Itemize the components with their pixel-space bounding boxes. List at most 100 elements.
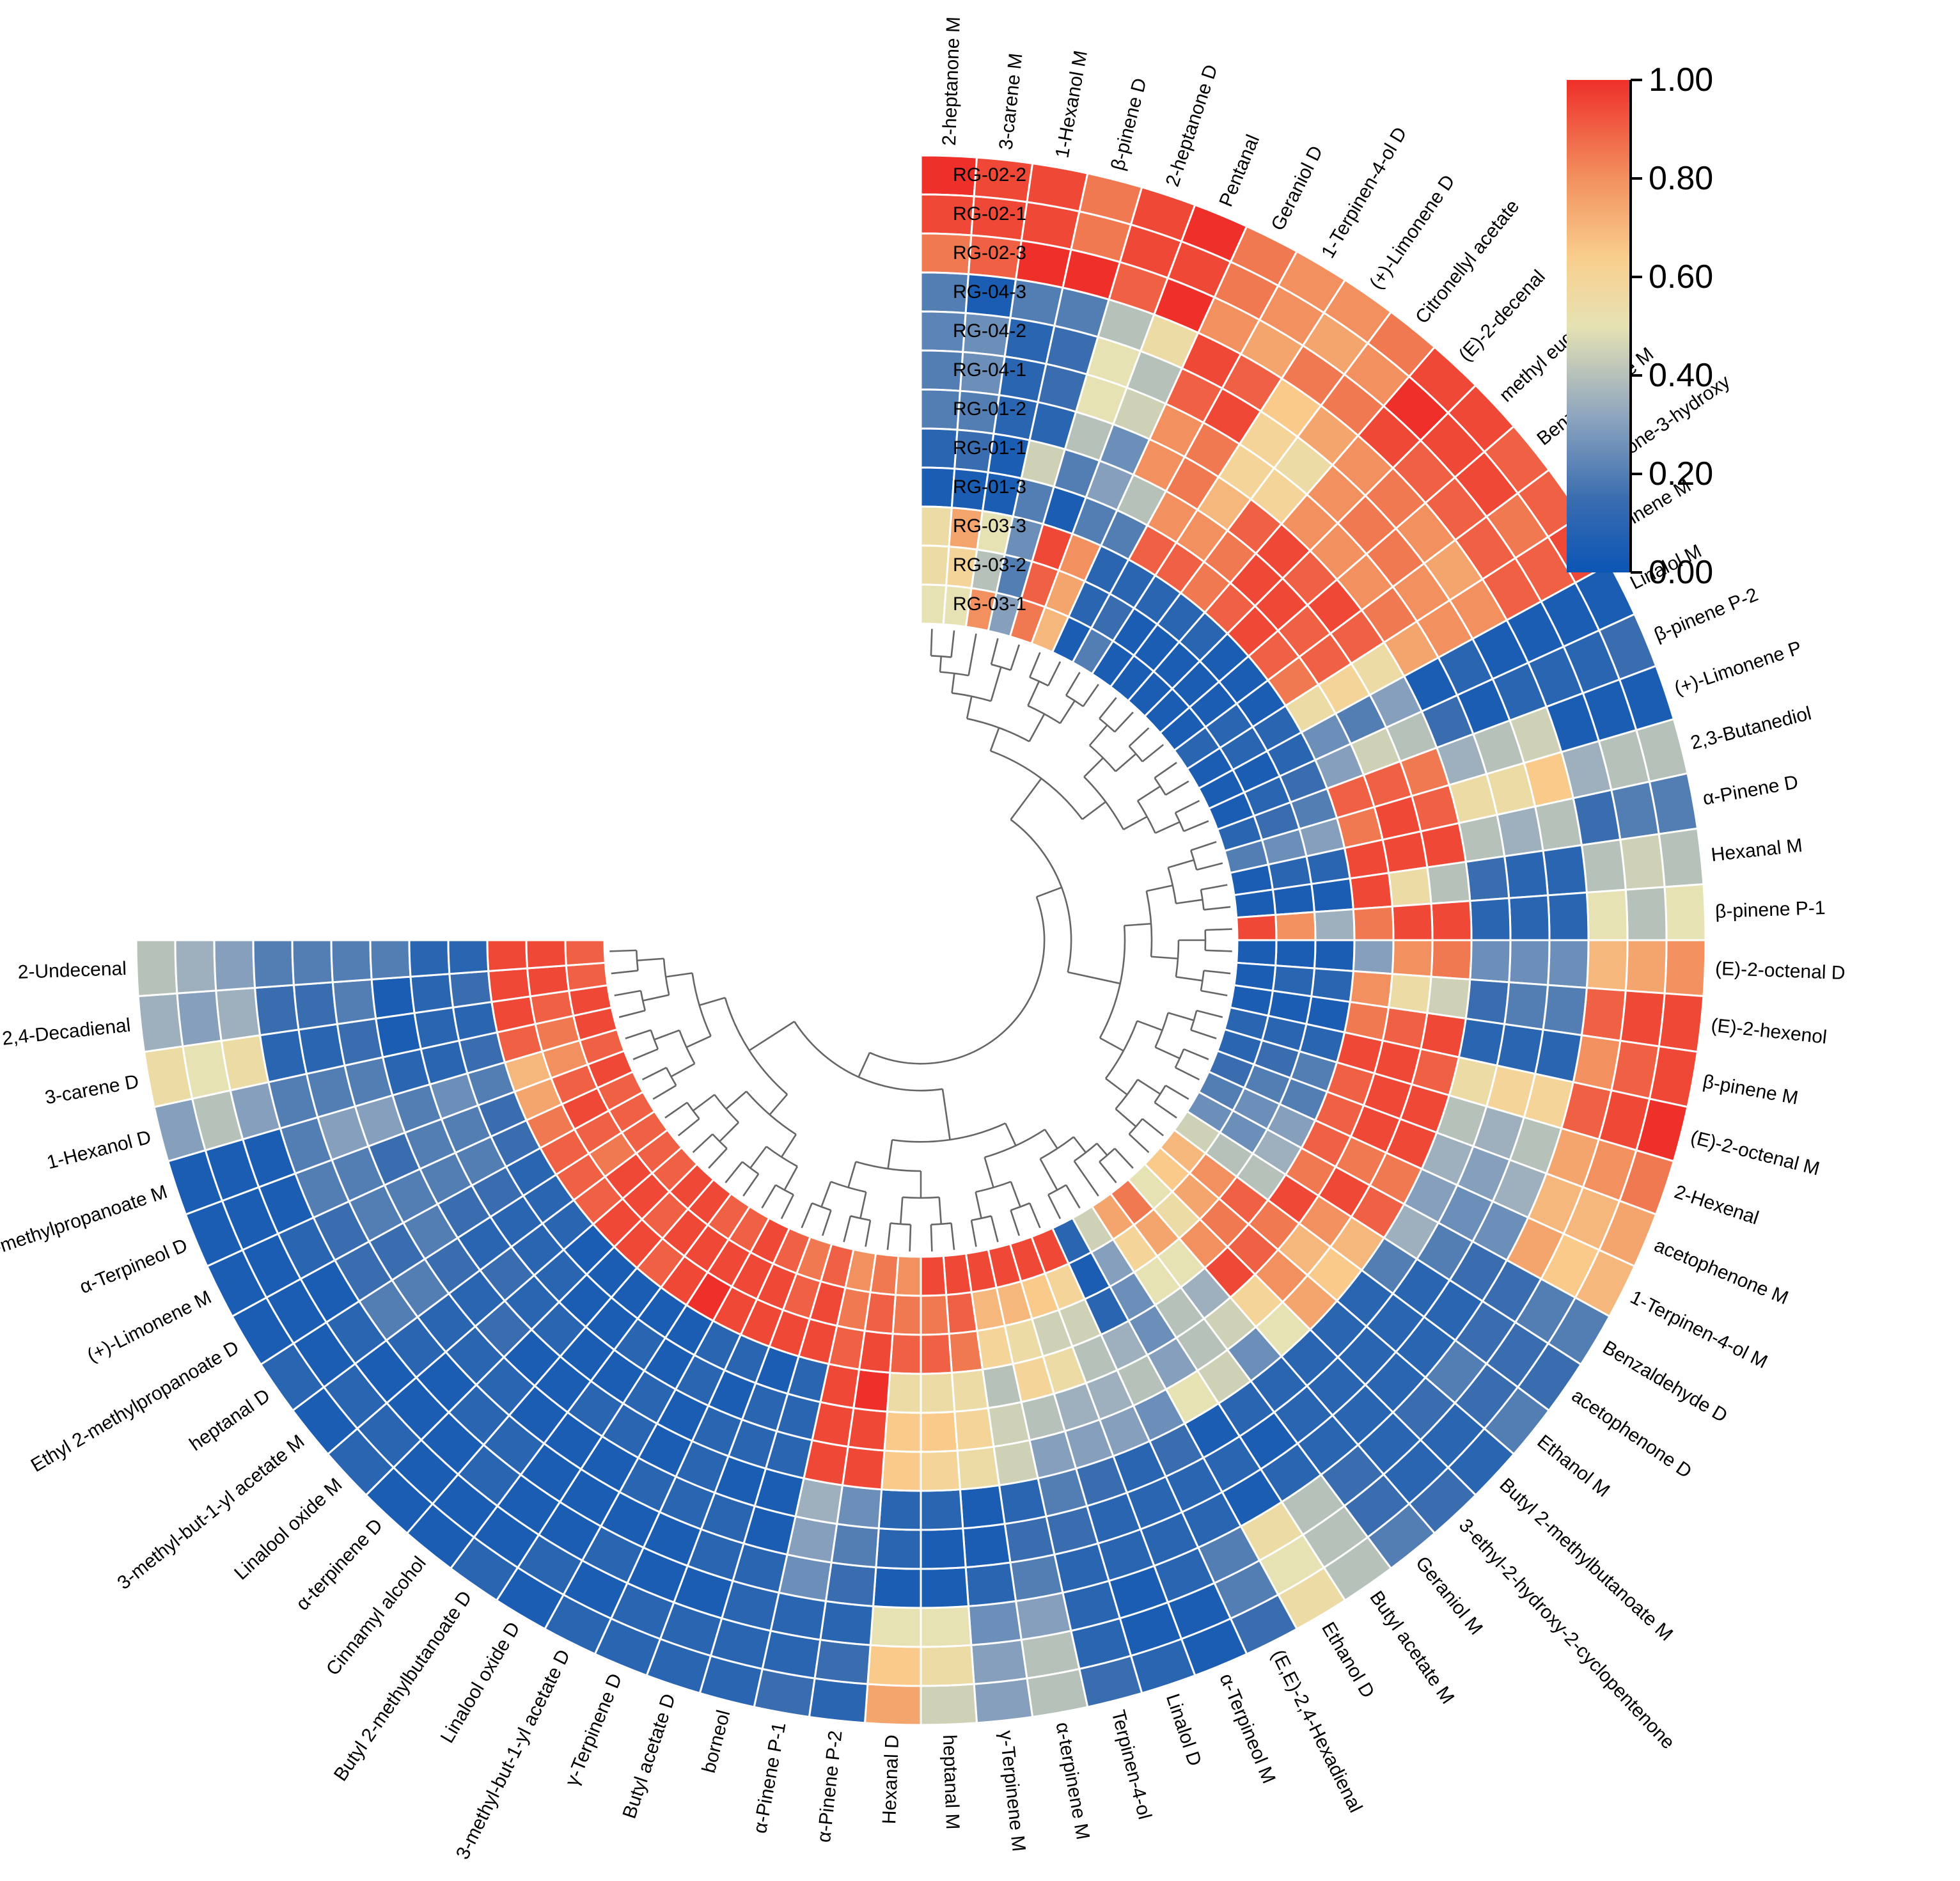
colorbar-tick-label: 0.20 [1649,455,1713,492]
dendrogram-branch [991,663,1011,672]
dendrogram-branch [639,990,647,1011]
heatmap-cell [369,939,412,981]
dendrogram-branch [1165,1084,1189,1100]
heatmap-cell [1381,830,1429,874]
heatmap-cell [920,1371,956,1414]
dendrogram-branch [1200,884,1228,891]
dendrogram-branch [1081,801,1106,821]
dendrogram-branch [1175,976,1203,982]
heatmap-cell [1619,989,1666,1048]
heatmap-cell [1546,939,1590,989]
dendrogram-branch [1073,1160,1099,1197]
dendrogram-branch [670,1062,695,1078]
dendrogram-branch [811,1202,831,1211]
compound-label: borneol [698,1708,735,1775]
dendrogram-branch [930,629,933,656]
dendrogram-branch [611,970,638,975]
dendrogram-branch [1154,1012,1169,1048]
dendrogram-branch [1123,815,1148,831]
heatmap-cell [1274,911,1317,941]
compound-label: Linalool oxide D [437,1619,524,1747]
heatmap-cell [869,1605,922,1648]
compound-label: Hexanal M [1710,835,1803,865]
heatmap-cell [1580,986,1627,1042]
heatmap-cell [920,505,953,548]
dendrogram-branch [1183,820,1209,832]
heatmap-cell [1508,939,1551,986]
dendrogram-branch [1010,644,1021,671]
dendrogram-branch [886,1223,891,1250]
dendrogram-branch [1189,1010,1198,1030]
dendrogram-branch [1028,713,1046,743]
dendrogram-branch [939,671,969,677]
dendrogram-branch [869,896,1046,1065]
dendrogram-branch [939,656,943,672]
dendrogram-branch [1154,762,1177,779]
compound-label: α-terpinene D [292,1515,387,1614]
colorbar-tick-label: 0.40 [1649,357,1713,394]
heatmap-cell [920,1527,967,1570]
dendrogram-branch [652,1084,677,1100]
heatmap-cell [1542,844,1588,897]
compound-label: Ethyl 2-methylpropanoate D [27,1337,243,1476]
sample-label: RG-01-1 [953,437,1026,459]
dendrogram-branch [899,1197,904,1224]
dendrogram-branch [1005,1122,1017,1146]
dendrogram-branch [637,957,664,962]
sample-labels: RG-02-2 RG-02-1 RG-02-3 RG-04-3 RG-04-2 RG-04… [953,164,1026,615]
dendrogram-branch [1203,970,1231,975]
colorbar-tick-label: 0.60 [1649,258,1713,295]
dendrogram-branch [1150,956,1179,960]
compound-label: acetophenone M [1651,1234,1791,1309]
heatmap-cell [920,1449,962,1492]
sample-label: RG-03-3 [953,516,1026,537]
dendrogram-branch [692,1133,714,1153]
colorbar-tick-label: 0.00 [1649,554,1713,591]
dendrogram-branch [1203,906,1231,911]
heatmap-cell [894,1255,922,1297]
heatmap-cell [292,981,339,1031]
heatmap-cell [920,1605,973,1648]
dendrogram-branch [930,1224,933,1252]
dendrogram-branch [618,1009,646,1018]
heatmap-cell [847,1406,888,1452]
dendrogram-branch [699,996,726,1006]
heatmap-cell [841,1445,886,1491]
dendrogram-branch [1096,1142,1108,1156]
heatmap-cell [252,939,295,989]
heatmap-cell [920,466,956,509]
heatmap-cell [330,939,373,984]
dendrogram [609,629,1232,1252]
heatmap-cell [1349,872,1393,911]
dendrogram-branch [989,727,1000,752]
compound-label: 2-Hexenal [1672,1181,1761,1229]
heatmap-cell [886,1371,922,1414]
dendrogram-branch [1146,885,1173,892]
dendrogram-branch [801,1202,813,1229]
dendrogram-branch [941,1089,951,1140]
heatmap-cell [408,939,451,978]
dendrogram-branch [1010,1202,1030,1211]
dendrogram-branch [650,1030,659,1050]
heatmap-cell [889,1332,922,1375]
colorbar-tick-label: 1.00 [1649,61,1713,98]
heatmap-cell [1580,838,1627,894]
dendrogram-branch [1190,1029,1217,1040]
heatmap-cell [808,1677,869,1724]
dendrogram-branch [1044,1129,1058,1149]
heatmap-cell [215,986,262,1042]
compound-label: heptanal M [939,1735,963,1830]
sample-label: RG-02-1 [953,203,1026,224]
colorbar: 1.00 0.80 0.60 0.40 0.20 0.00 [1567,61,1713,591]
dendrogram-branch [609,949,637,952]
heatmap-cell [447,939,490,975]
dendrogram-branch [632,1048,659,1060]
dendrogram-branch [1029,1202,1041,1229]
heatmap-cell [487,967,531,1003]
heatmap-cell [819,1600,875,1646]
heatmap-cell [409,973,455,1014]
dendrogram-branch [1175,799,1200,814]
compound-label: Ethanol M [1533,1431,1613,1501]
dendrogram-branch [990,638,999,665]
